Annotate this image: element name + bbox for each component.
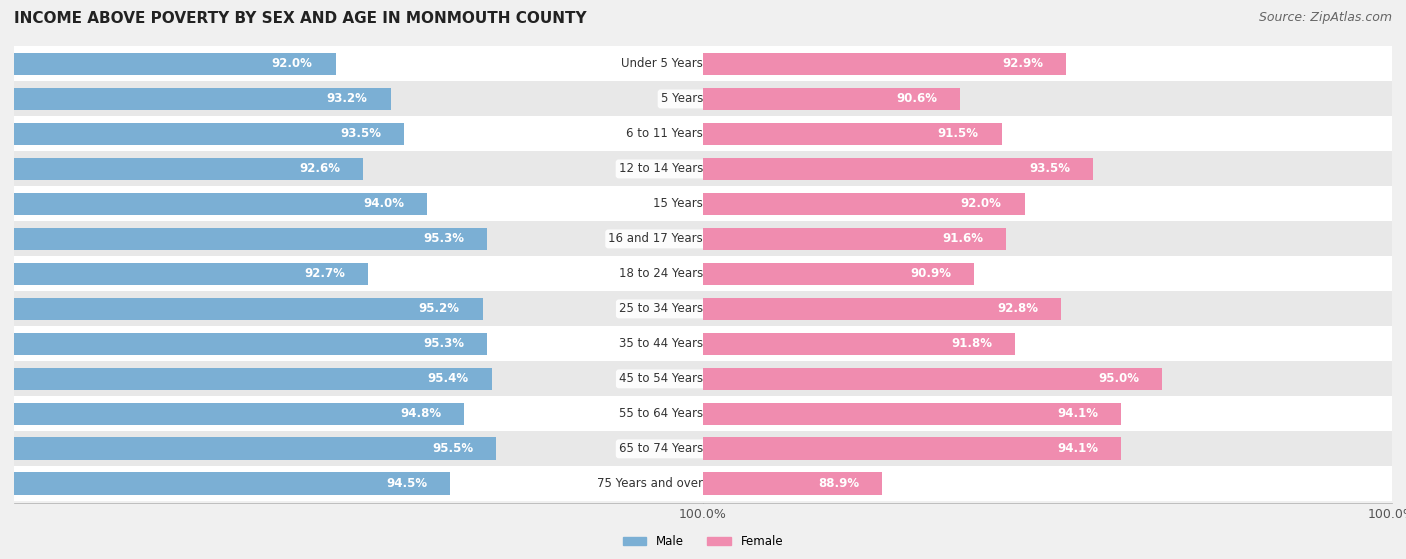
Text: 93.5%: 93.5% bbox=[340, 127, 381, 140]
Text: 95.2%: 95.2% bbox=[419, 302, 460, 315]
Bar bbox=[0, 53, 336, 75]
Bar bbox=[703, 291, 1392, 326]
Text: Under 5 Years: Under 5 Years bbox=[621, 58, 703, 70]
Bar bbox=[14, 151, 703, 187]
Text: 92.9%: 92.9% bbox=[1002, 58, 1043, 70]
Bar bbox=[0, 367, 492, 390]
Text: 25 to 34 Years: 25 to 34 Years bbox=[619, 302, 703, 315]
Bar bbox=[703, 432, 1392, 466]
Bar bbox=[0, 88, 391, 110]
Bar bbox=[0, 297, 1062, 320]
Bar bbox=[14, 187, 703, 221]
Bar bbox=[0, 158, 363, 181]
Text: 90.9%: 90.9% bbox=[910, 267, 950, 281]
Bar bbox=[0, 297, 482, 320]
Text: 15 Years: 15 Years bbox=[654, 197, 703, 210]
Bar bbox=[703, 221, 1392, 257]
Text: 94.1%: 94.1% bbox=[1057, 408, 1098, 420]
Bar bbox=[703, 396, 1392, 432]
Text: 92.7%: 92.7% bbox=[304, 267, 344, 281]
Bar bbox=[0, 263, 368, 285]
Bar bbox=[14, 432, 703, 466]
Bar bbox=[703, 361, 1392, 396]
Bar bbox=[0, 472, 882, 495]
Text: 95.3%: 95.3% bbox=[423, 233, 464, 245]
Bar bbox=[0, 438, 1121, 460]
Text: 95.5%: 95.5% bbox=[432, 442, 474, 456]
Text: 92.6%: 92.6% bbox=[299, 163, 340, 176]
Text: 95.4%: 95.4% bbox=[427, 372, 468, 385]
Bar bbox=[0, 192, 427, 215]
Text: 93.5%: 93.5% bbox=[1029, 163, 1070, 176]
Bar bbox=[0, 192, 1025, 215]
Text: 12 to 14 Years: 12 to 14 Years bbox=[619, 163, 703, 176]
Bar bbox=[14, 116, 703, 151]
Text: 92.0%: 92.0% bbox=[271, 58, 312, 70]
Text: INCOME ABOVE POVERTY BY SEX AND AGE IN MONMOUTH COUNTY: INCOME ABOVE POVERTY BY SEX AND AGE IN M… bbox=[14, 11, 586, 26]
Bar bbox=[0, 438, 496, 460]
Bar bbox=[0, 88, 960, 110]
Bar bbox=[703, 46, 1392, 82]
Bar bbox=[14, 46, 703, 82]
Bar bbox=[0, 122, 1001, 145]
Bar bbox=[0, 122, 405, 145]
Text: 94.0%: 94.0% bbox=[364, 197, 405, 210]
Bar bbox=[0, 472, 450, 495]
Bar bbox=[14, 466, 703, 501]
Bar bbox=[14, 326, 703, 361]
Bar bbox=[0, 53, 1066, 75]
Bar bbox=[703, 466, 1392, 501]
Text: 75 Years and over: 75 Years and over bbox=[598, 477, 703, 490]
Bar bbox=[0, 228, 1007, 250]
Bar bbox=[14, 361, 703, 396]
Text: 35 to 44 Years: 35 to 44 Years bbox=[619, 338, 703, 350]
Bar bbox=[14, 221, 703, 257]
Text: 55 to 64 Years: 55 to 64 Years bbox=[619, 408, 703, 420]
Text: Source: ZipAtlas.com: Source: ZipAtlas.com bbox=[1258, 11, 1392, 24]
Legend: Male, Female: Male, Female bbox=[619, 530, 787, 553]
Text: 95.0%: 95.0% bbox=[1098, 372, 1139, 385]
Bar bbox=[14, 291, 703, 326]
Text: 16 and 17 Years: 16 and 17 Years bbox=[609, 233, 703, 245]
Text: 93.2%: 93.2% bbox=[326, 92, 368, 106]
Bar bbox=[14, 396, 703, 432]
Bar bbox=[0, 228, 486, 250]
Text: 91.5%: 91.5% bbox=[938, 127, 979, 140]
Text: 92.8%: 92.8% bbox=[997, 302, 1038, 315]
Bar bbox=[0, 263, 974, 285]
Text: 5 Years: 5 Years bbox=[661, 92, 703, 106]
Bar bbox=[0, 402, 464, 425]
Text: 94.8%: 94.8% bbox=[401, 408, 441, 420]
Text: 94.5%: 94.5% bbox=[387, 477, 427, 490]
Bar bbox=[0, 158, 1094, 181]
Text: 88.9%: 88.9% bbox=[818, 477, 859, 490]
Bar bbox=[14, 257, 703, 291]
Bar bbox=[0, 367, 1163, 390]
Text: 18 to 24 Years: 18 to 24 Years bbox=[619, 267, 703, 281]
Text: 6 to 11 Years: 6 to 11 Years bbox=[626, 127, 703, 140]
Bar bbox=[703, 257, 1392, 291]
Text: 94.1%: 94.1% bbox=[1057, 442, 1098, 456]
Text: 45 to 54 Years: 45 to 54 Years bbox=[619, 372, 703, 385]
Bar bbox=[0, 402, 1121, 425]
Text: 95.3%: 95.3% bbox=[423, 338, 464, 350]
Text: 65 to 74 Years: 65 to 74 Years bbox=[619, 442, 703, 456]
Bar bbox=[0, 333, 486, 356]
Text: 91.8%: 91.8% bbox=[952, 338, 993, 350]
Bar bbox=[703, 151, 1392, 187]
Bar bbox=[703, 116, 1392, 151]
Bar bbox=[14, 82, 703, 116]
Text: 90.6%: 90.6% bbox=[896, 92, 938, 106]
Bar bbox=[703, 82, 1392, 116]
Text: 91.6%: 91.6% bbox=[942, 233, 983, 245]
Bar bbox=[0, 333, 1015, 356]
Text: 92.0%: 92.0% bbox=[960, 197, 1001, 210]
Bar bbox=[703, 187, 1392, 221]
Bar bbox=[703, 326, 1392, 361]
